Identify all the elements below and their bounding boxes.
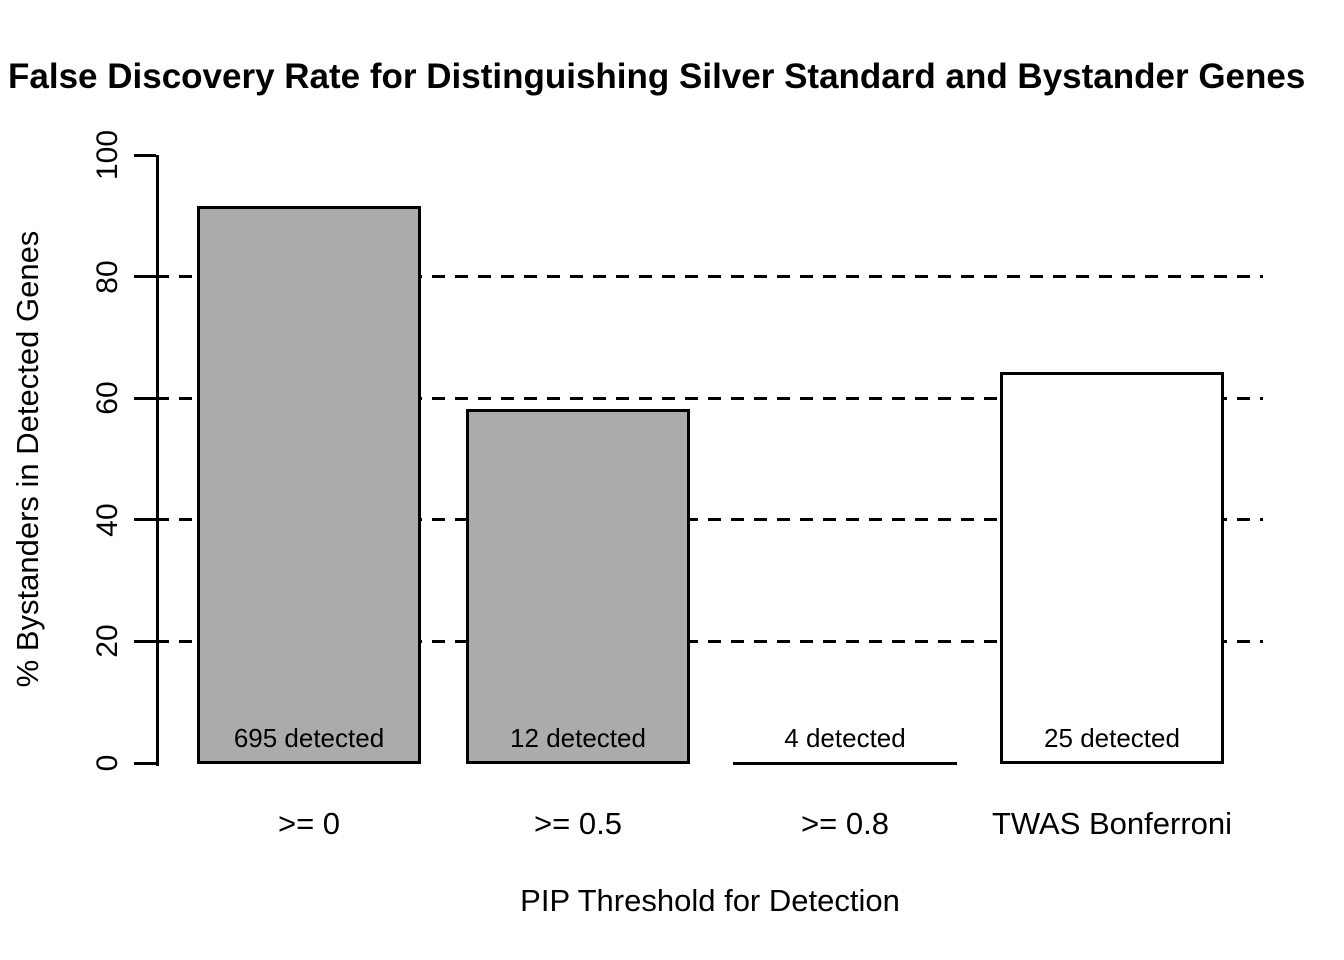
gridline-40 — [156, 518, 1263, 522]
y-axis-title: % Bystanders in Detected Genes — [10, 230, 45, 688]
gridline-20 — [156, 639, 1263, 643]
y-axis-tick-0 — [134, 761, 156, 765]
y-axis-tick-40 — [134, 518, 156, 522]
bar-count-label-1: 695 detected — [233, 723, 385, 753]
y-axis-tick-60 — [134, 396, 156, 400]
bar-2 — [466, 408, 690, 765]
bar-1 — [197, 206, 421, 765]
bar-count-label-4: 25 detected — [1044, 723, 1180, 753]
x-category-label-3: >= 0.8 — [801, 806, 889, 841]
y-tick-label-40: 40 — [91, 503, 124, 537]
x-category-label-1: >= 0 — [277, 806, 341, 841]
y-tick-label-0: 0 — [91, 754, 124, 772]
y-tick-label-100: 100 — [91, 129, 124, 181]
y-axis-tick-100 — [134, 153, 156, 157]
y-axis-line — [156, 155, 159, 766]
x-axis-title: PIP Threshold for Detection — [520, 883, 900, 918]
bar-count-label-3: 4 detected — [784, 723, 906, 753]
y-tick-label-20: 20 — [91, 624, 124, 659]
x-category-label-4: TWAS Bonferroni — [991, 806, 1233, 841]
bar-3-zero-height — [733, 761, 957, 765]
gridline-80 — [156, 275, 1263, 279]
x-category-label-2: >= 0.5 — [534, 806, 622, 841]
gridline-60 — [156, 396, 1263, 400]
y-tick-label-80: 80 — [91, 259, 124, 294]
y-tick-label-60: 60 — [91, 381, 124, 415]
y-axis-tick-80 — [134, 275, 156, 279]
chart-title: False Discovery Rate for Distinguishing … — [8, 57, 1306, 96]
bar-4 — [1000, 372, 1224, 765]
y-axis-tick-20 — [134, 639, 156, 643]
bar-count-label-2: 12 detected — [510, 723, 646, 753]
